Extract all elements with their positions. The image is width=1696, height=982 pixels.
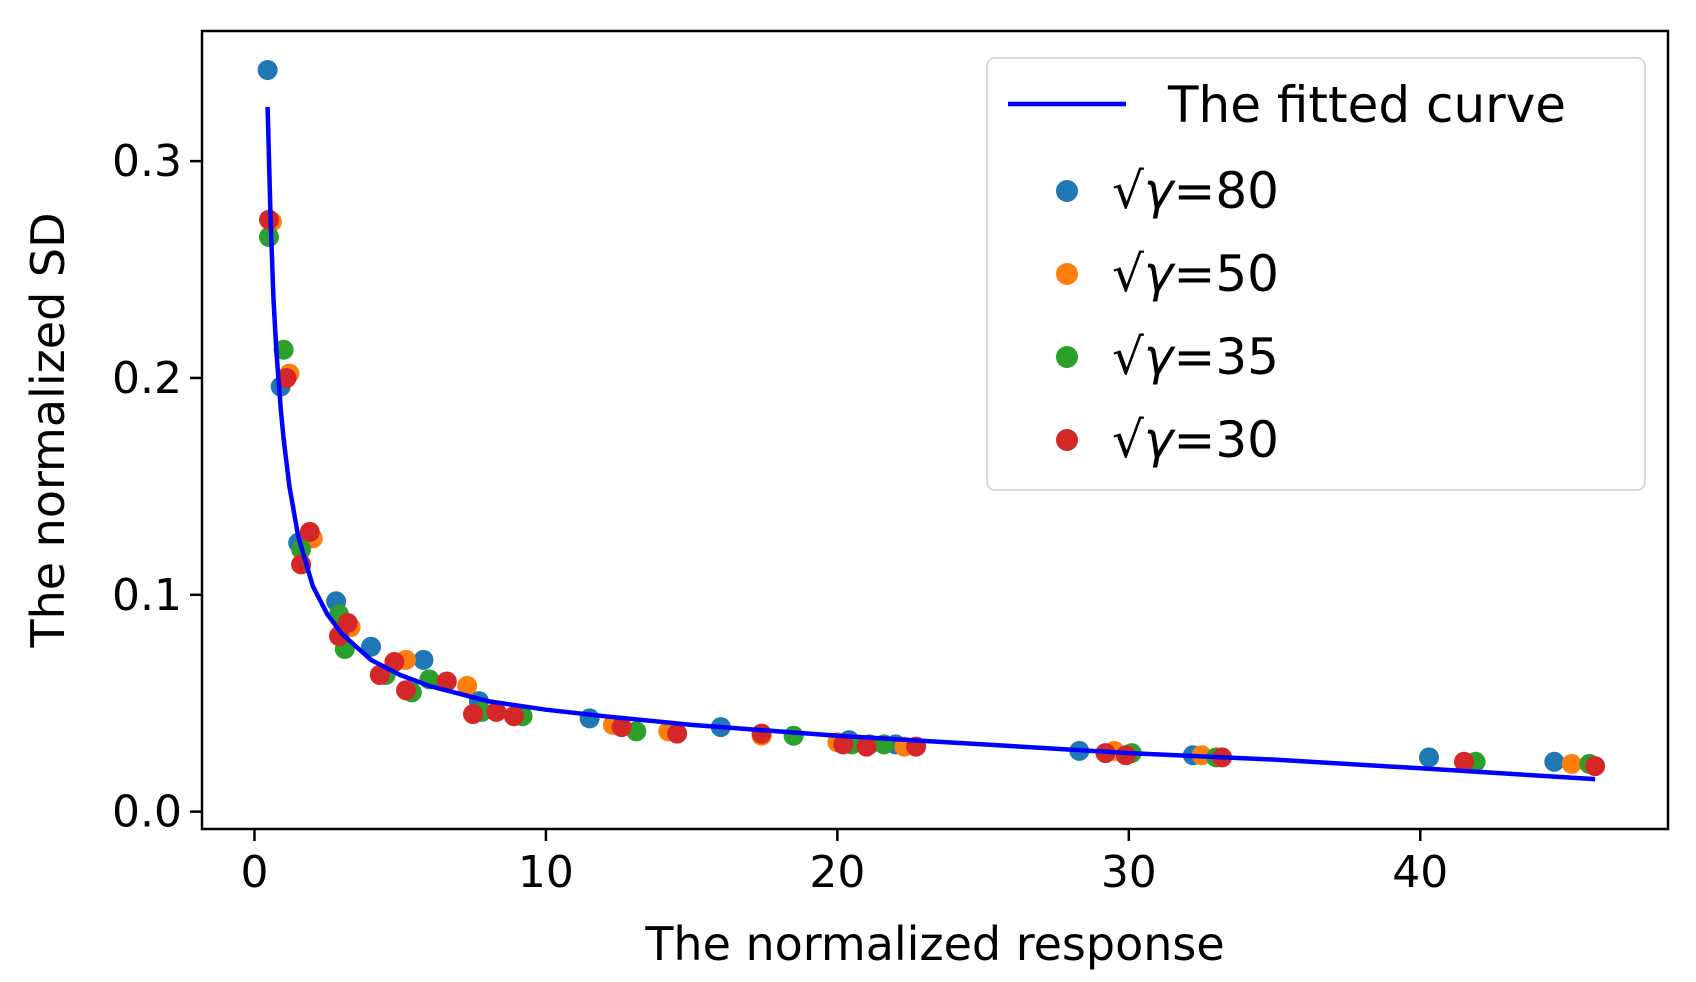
x-axis-label: The normalized response <box>644 917 1224 971</box>
data-point <box>579 708 600 729</box>
data-point <box>611 717 632 738</box>
y-tick-label: 0.3 <box>112 136 182 187</box>
data-point <box>1115 745 1136 766</box>
data-point <box>396 680 416 701</box>
data-point <box>1585 756 1606 777</box>
legend-box <box>986 57 1646 491</box>
x-tick-label: 20 <box>809 847 865 898</box>
legend-fit-label: The fitted curve <box>1167 76 1566 134</box>
y-axis-label: The normalized SD <box>21 212 75 648</box>
x-tick-label: 30 <box>1101 847 1157 898</box>
legend-label-35: √γ=35 <box>1112 328 1279 386</box>
data-point <box>337 613 358 633</box>
plot-frame <box>200 29 1670 831</box>
series-3 <box>259 209 1606 777</box>
data-point <box>833 734 854 755</box>
data-point <box>369 665 390 685</box>
legend-marker-35 <box>1056 346 1078 368</box>
data-point <box>299 521 320 542</box>
y-tick-label: 0.0 <box>112 787 182 838</box>
legend-label-30: √γ=30 <box>1112 411 1279 469</box>
x-tick-label: 40 <box>1392 847 1448 898</box>
data-point <box>361 636 381 657</box>
data-point <box>486 701 507 722</box>
data-point <box>1544 751 1565 772</box>
data-point <box>667 723 688 744</box>
legend-marker-50 <box>1056 263 1078 285</box>
data-point <box>1561 753 1582 774</box>
y-axis: 0.0 0.1 0.2 0.3 <box>112 136 202 838</box>
x-tick-label: 0 <box>240 847 268 898</box>
data-point <box>413 649 434 670</box>
data-point <box>436 671 457 692</box>
data-point <box>259 227 279 247</box>
legend-marker-80 <box>1056 180 1078 202</box>
fitted-curve-line <box>265 106 1596 782</box>
data-point <box>463 704 483 725</box>
data-point <box>1454 751 1474 772</box>
data-point <box>783 725 804 746</box>
x-tick-label: 10 <box>518 847 574 898</box>
data-marks <box>257 60 1606 782</box>
y-tick-label: 0.2 <box>112 353 182 404</box>
data-point <box>503 706 524 727</box>
data-point <box>856 736 877 757</box>
data-point <box>751 723 772 744</box>
data-point <box>276 368 297 388</box>
x-axis: 0 10 20 30 40 <box>240 829 1448 898</box>
data-point <box>1419 747 1439 768</box>
legend-label-80: √γ=80 <box>1112 162 1279 220</box>
legend-marker-30 <box>1056 429 1078 451</box>
legend-label-50: √γ=50 <box>1112 245 1279 303</box>
data-point <box>257 60 278 80</box>
data-point <box>457 675 478 696</box>
legend: The fitted curve √γ=80 √γ=50 √γ=35 √γ=30 <box>986 57 1646 491</box>
y-tick-label: 0.1 <box>112 570 182 621</box>
